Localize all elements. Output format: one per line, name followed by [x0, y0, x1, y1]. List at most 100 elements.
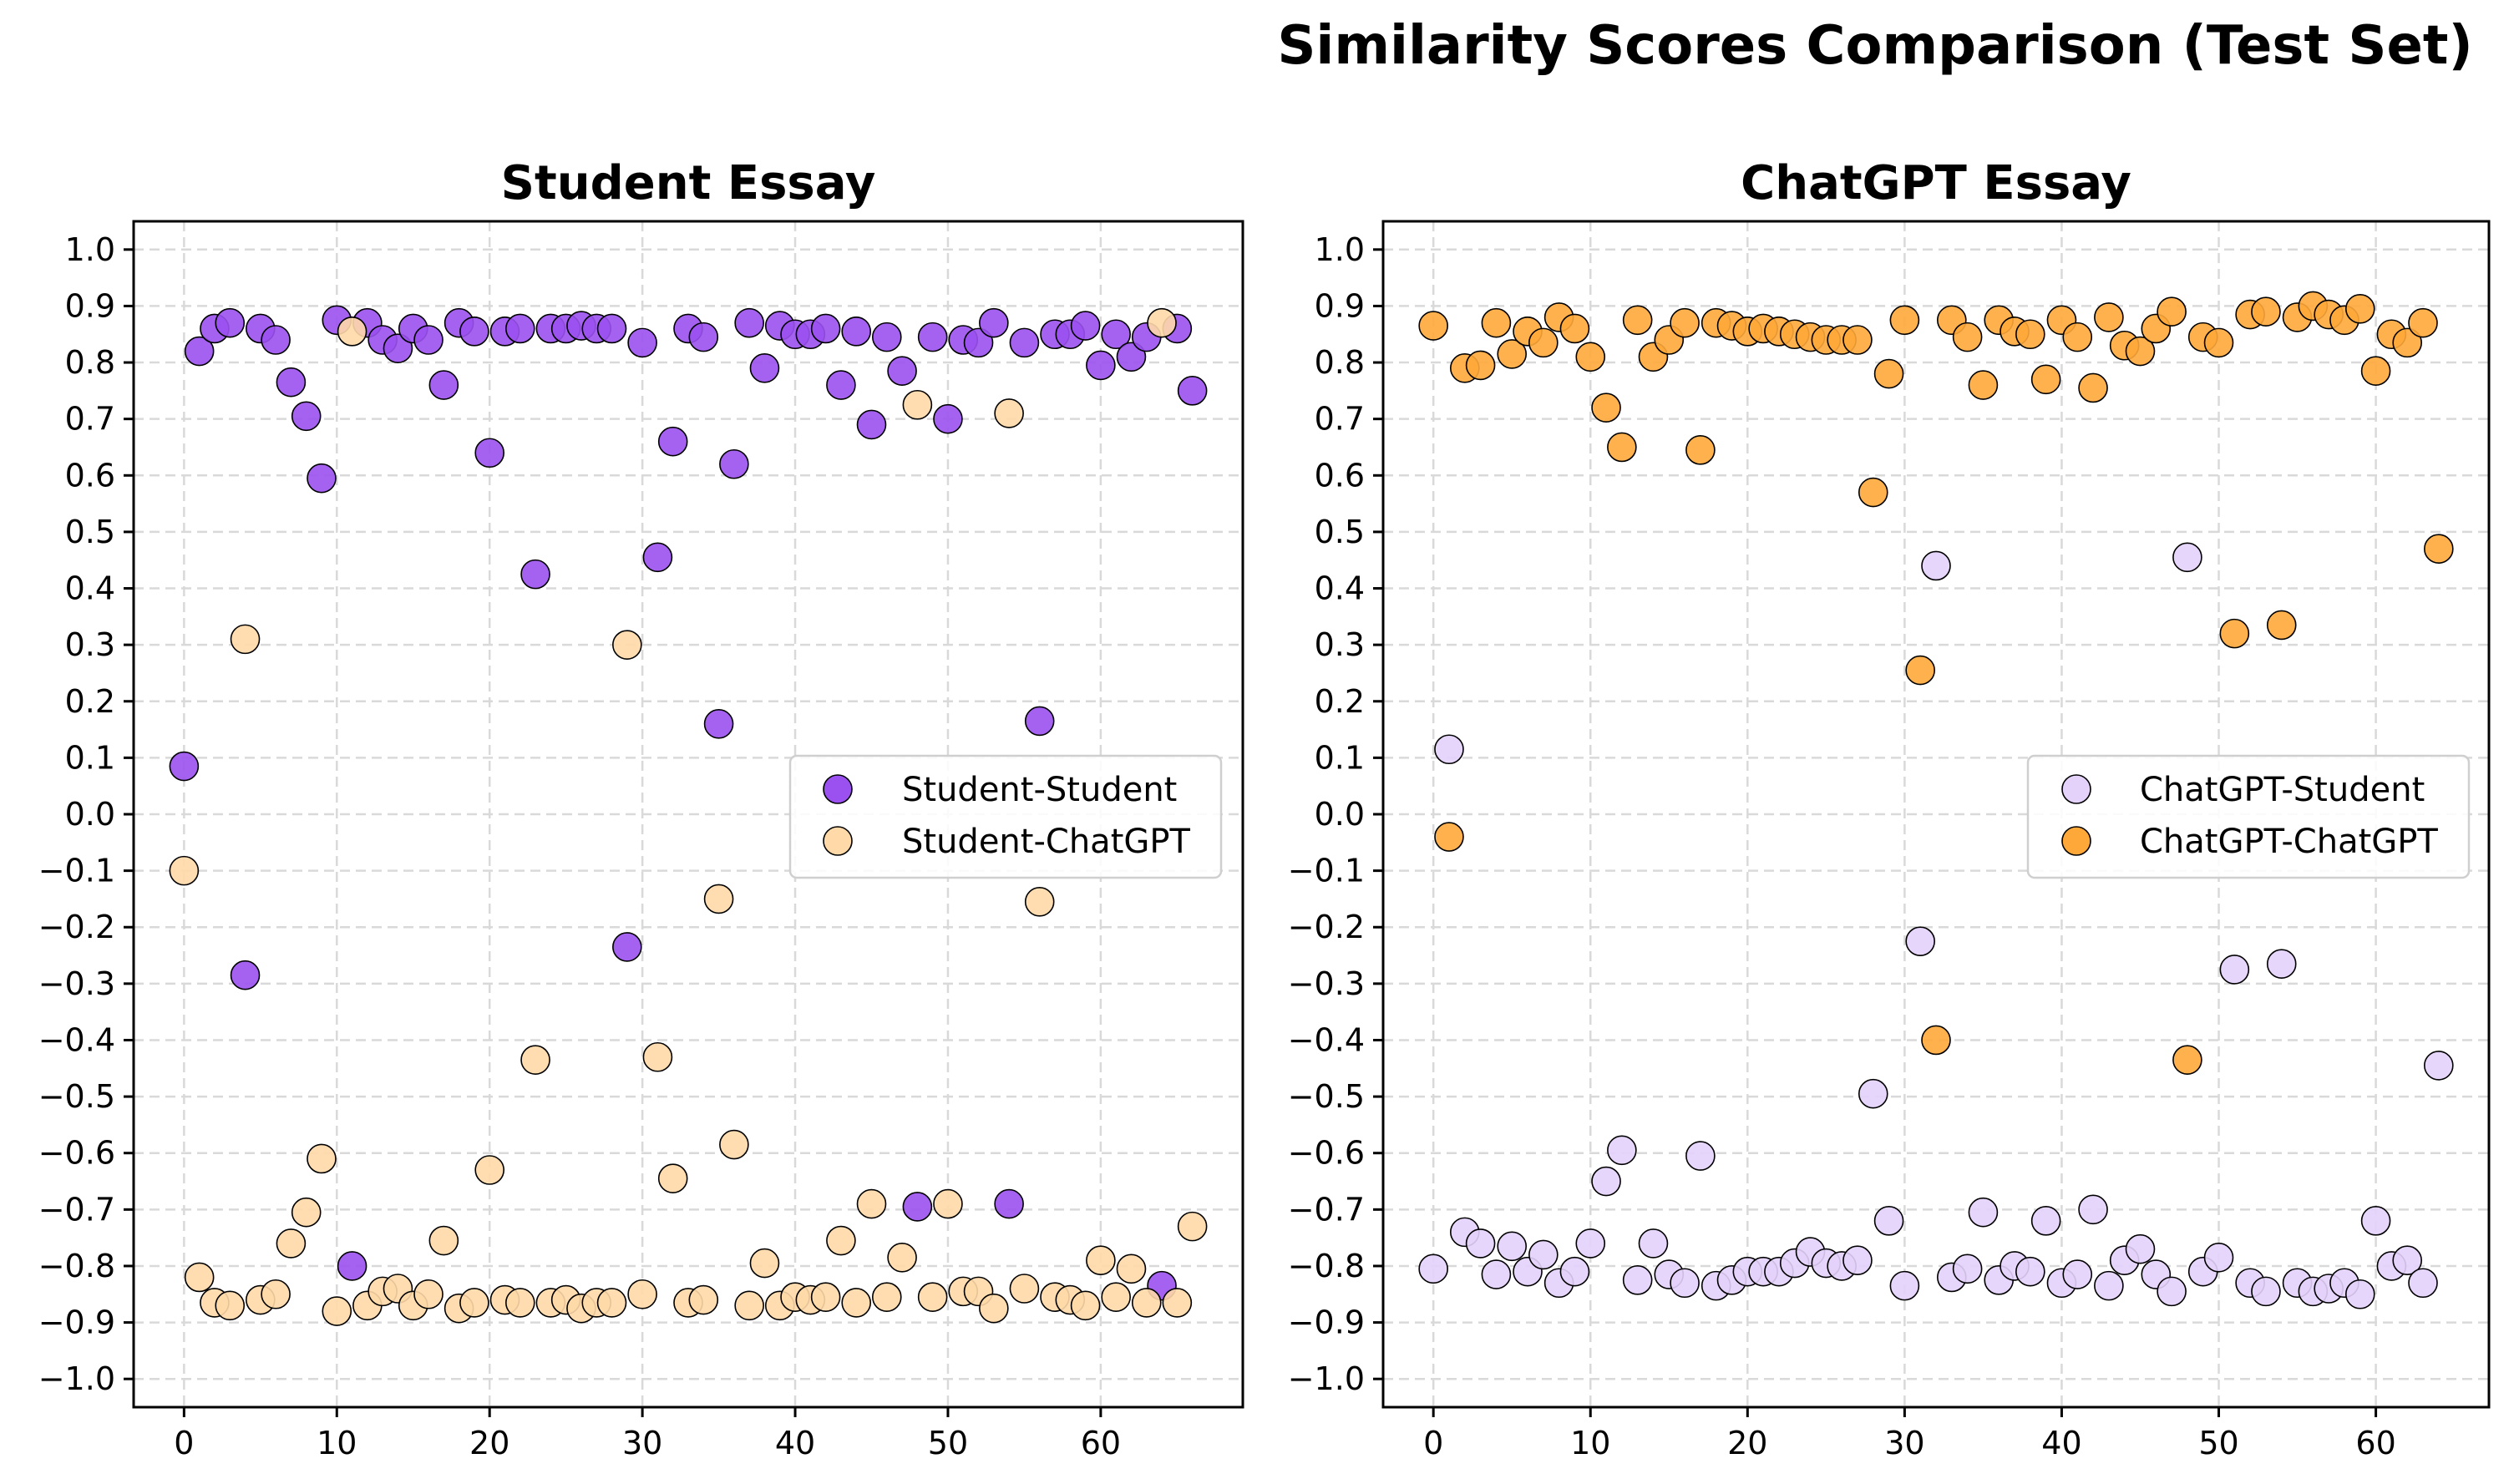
point-student-student	[383, 333, 413, 363]
y-tick-label: 0.8	[65, 344, 115, 381]
point-student-student	[612, 932, 642, 962]
y-tick-label: −0.1	[1288, 853, 1365, 889]
point-chatgpt-chatgpt	[1528, 327, 1559, 358]
point-chatgpt-student	[2251, 1276, 2281, 1307]
x-tick-label: 20	[1727, 1425, 1767, 1461]
point-student-chatgpt	[520, 1045, 550, 1075]
y-tick-label: 0.4	[65, 570, 115, 607]
y-tick-label: 0.9	[65, 287, 115, 324]
point-student-chatgpt	[856, 1188, 887, 1219]
x-tick-label: 30	[1884, 1425, 1924, 1461]
point-chatgpt-chatgpt	[1842, 325, 1873, 355]
point-chatgpt-chatgpt	[1434, 822, 1464, 852]
point-chatgpt-chatgpt	[1559, 313, 1590, 344]
point-chatgpt-student	[2360, 1206, 2391, 1236]
point-chatgpt-student	[1622, 1265, 1653, 1295]
point-chatgpt-student	[2266, 949, 2297, 979]
point-student-student	[1177, 376, 1208, 406]
y-tick-label: 0.8	[1315, 344, 1365, 381]
legend: Student-Student Student-ChatGPT	[788, 754, 1223, 879]
point-student-chatgpt	[994, 398, 1024, 428]
y-tick-label: 0.2	[65, 683, 115, 720]
point-student-chatgpt	[627, 1279, 657, 1309]
point-chatgpt-student	[2094, 1270, 2124, 1301]
y-tick-label: 0.5	[1315, 514, 1365, 550]
point-chatgpt-chatgpt	[1968, 370, 1999, 400]
point-chatgpt-chatgpt	[2219, 618, 2250, 649]
point-student-chatgpt	[887, 1243, 917, 1273]
legend-label-chatgpt-chatgpt: ChatGPT-ChatGPT	[2140, 823, 2438, 861]
point-student-chatgpt	[810, 1282, 841, 1312]
point-student-chatgpt	[596, 1288, 627, 1318]
point-student-student	[184, 336, 215, 367]
point-student-student	[627, 327, 657, 358]
y-tick-label: 0.0	[1315, 796, 1365, 833]
point-chatgpt-chatgpt	[2392, 327, 2423, 358]
point-student-student	[688, 322, 719, 352]
point-student-student	[734, 307, 764, 338]
y-tick-label: 1.0	[1315, 231, 1365, 268]
point-chatgpt-student	[1418, 1254, 1448, 1284]
point-chatgpt-student	[2424, 1051, 2454, 1081]
point-student-student	[841, 317, 872, 347]
y-tick-label: 0.7	[1315, 401, 1365, 438]
x-tick-label: 40	[2041, 1425, 2081, 1461]
point-chatgpt-student	[1921, 550, 1951, 581]
point-chatgpt-chatgpt	[1465, 350, 1496, 381]
point-student-student	[276, 367, 307, 398]
point-student-chatgpt	[1024, 887, 1055, 917]
point-chatgpt-student	[2015, 1256, 2045, 1287]
point-student-student	[826, 370, 856, 400]
legend-marker-chatgpt-student	[2061, 774, 2091, 804]
point-student-student	[337, 1251, 367, 1281]
point-chatgpt-student	[1670, 1268, 1700, 1299]
point-student-student	[291, 401, 322, 432]
y-tick-label: −0.2	[1288, 909, 1365, 945]
point-chatgpt-chatgpt	[2030, 364, 2061, 395]
y-tick-label: 0.4	[1315, 570, 1365, 607]
point-student-chatgpt	[1177, 1211, 1208, 1242]
point-student-student	[169, 751, 200, 782]
point-student-chatgpt	[184, 1262, 215, 1293]
point-student-student	[1086, 350, 1116, 381]
point-student-student	[1101, 319, 1131, 350]
point-student-student	[703, 709, 734, 739]
x-tick-label: 10	[1570, 1425, 1610, 1461]
point-chatgpt-student	[2408, 1268, 2438, 1299]
point-student-chatgpt	[902, 389, 933, 420]
point-chatgpt-student	[1465, 1228, 1496, 1259]
point-student-student	[215, 307, 246, 338]
point-student-student	[1070, 311, 1101, 341]
point-chatgpt-chatgpt	[2078, 372, 2108, 403]
point-chatgpt-student	[1952, 1254, 1983, 1284]
point-chatgpt-chatgpt	[1858, 477, 1888, 508]
point-chatgpt-chatgpt	[2266, 610, 2297, 641]
point-chatgpt-chatgpt	[2015, 319, 2045, 350]
point-chatgpt-student	[1559, 1256, 1590, 1287]
point-chatgpt-chatgpt	[1685, 435, 1716, 465]
legend: ChatGPT-Student ChatGPT-ChatGPT	[2026, 754, 2471, 879]
y-tick-label: −0.4	[38, 1021, 115, 1058]
point-student-student	[902, 1192, 933, 1222]
x-tick-label: 60	[1081, 1425, 1121, 1461]
point-chatgpt-chatgpt	[1952, 322, 1983, 352]
y-tick-label: 0.6	[1315, 457, 1365, 494]
point-student-chatgpt	[291, 1197, 322, 1228]
point-student-chatgpt	[1009, 1274, 1040, 1304]
y-tick-label: 0.7	[65, 401, 115, 438]
x-tick-label: 40	[775, 1425, 815, 1461]
point-student-student	[504, 313, 535, 344]
point-student-chatgpt	[504, 1288, 535, 1318]
x-tick-label: 50	[928, 1425, 968, 1461]
y-tick-label: 0.5	[65, 514, 115, 550]
y-tick-label: 0.1	[65, 739, 115, 776]
plot-frame	[132, 220, 1244, 1409]
point-student-student	[428, 370, 459, 400]
y-tick-label: −0.5	[38, 1078, 115, 1115]
y-tick-label: −1.0	[38, 1360, 115, 1397]
point-student-chatgpt	[749, 1248, 780, 1279]
y-tick-label: −0.8	[1288, 1248, 1365, 1284]
legend-box	[788, 754, 1223, 879]
point-student-chatgpt	[230, 624, 261, 655]
point-student-student	[474, 438, 505, 468]
